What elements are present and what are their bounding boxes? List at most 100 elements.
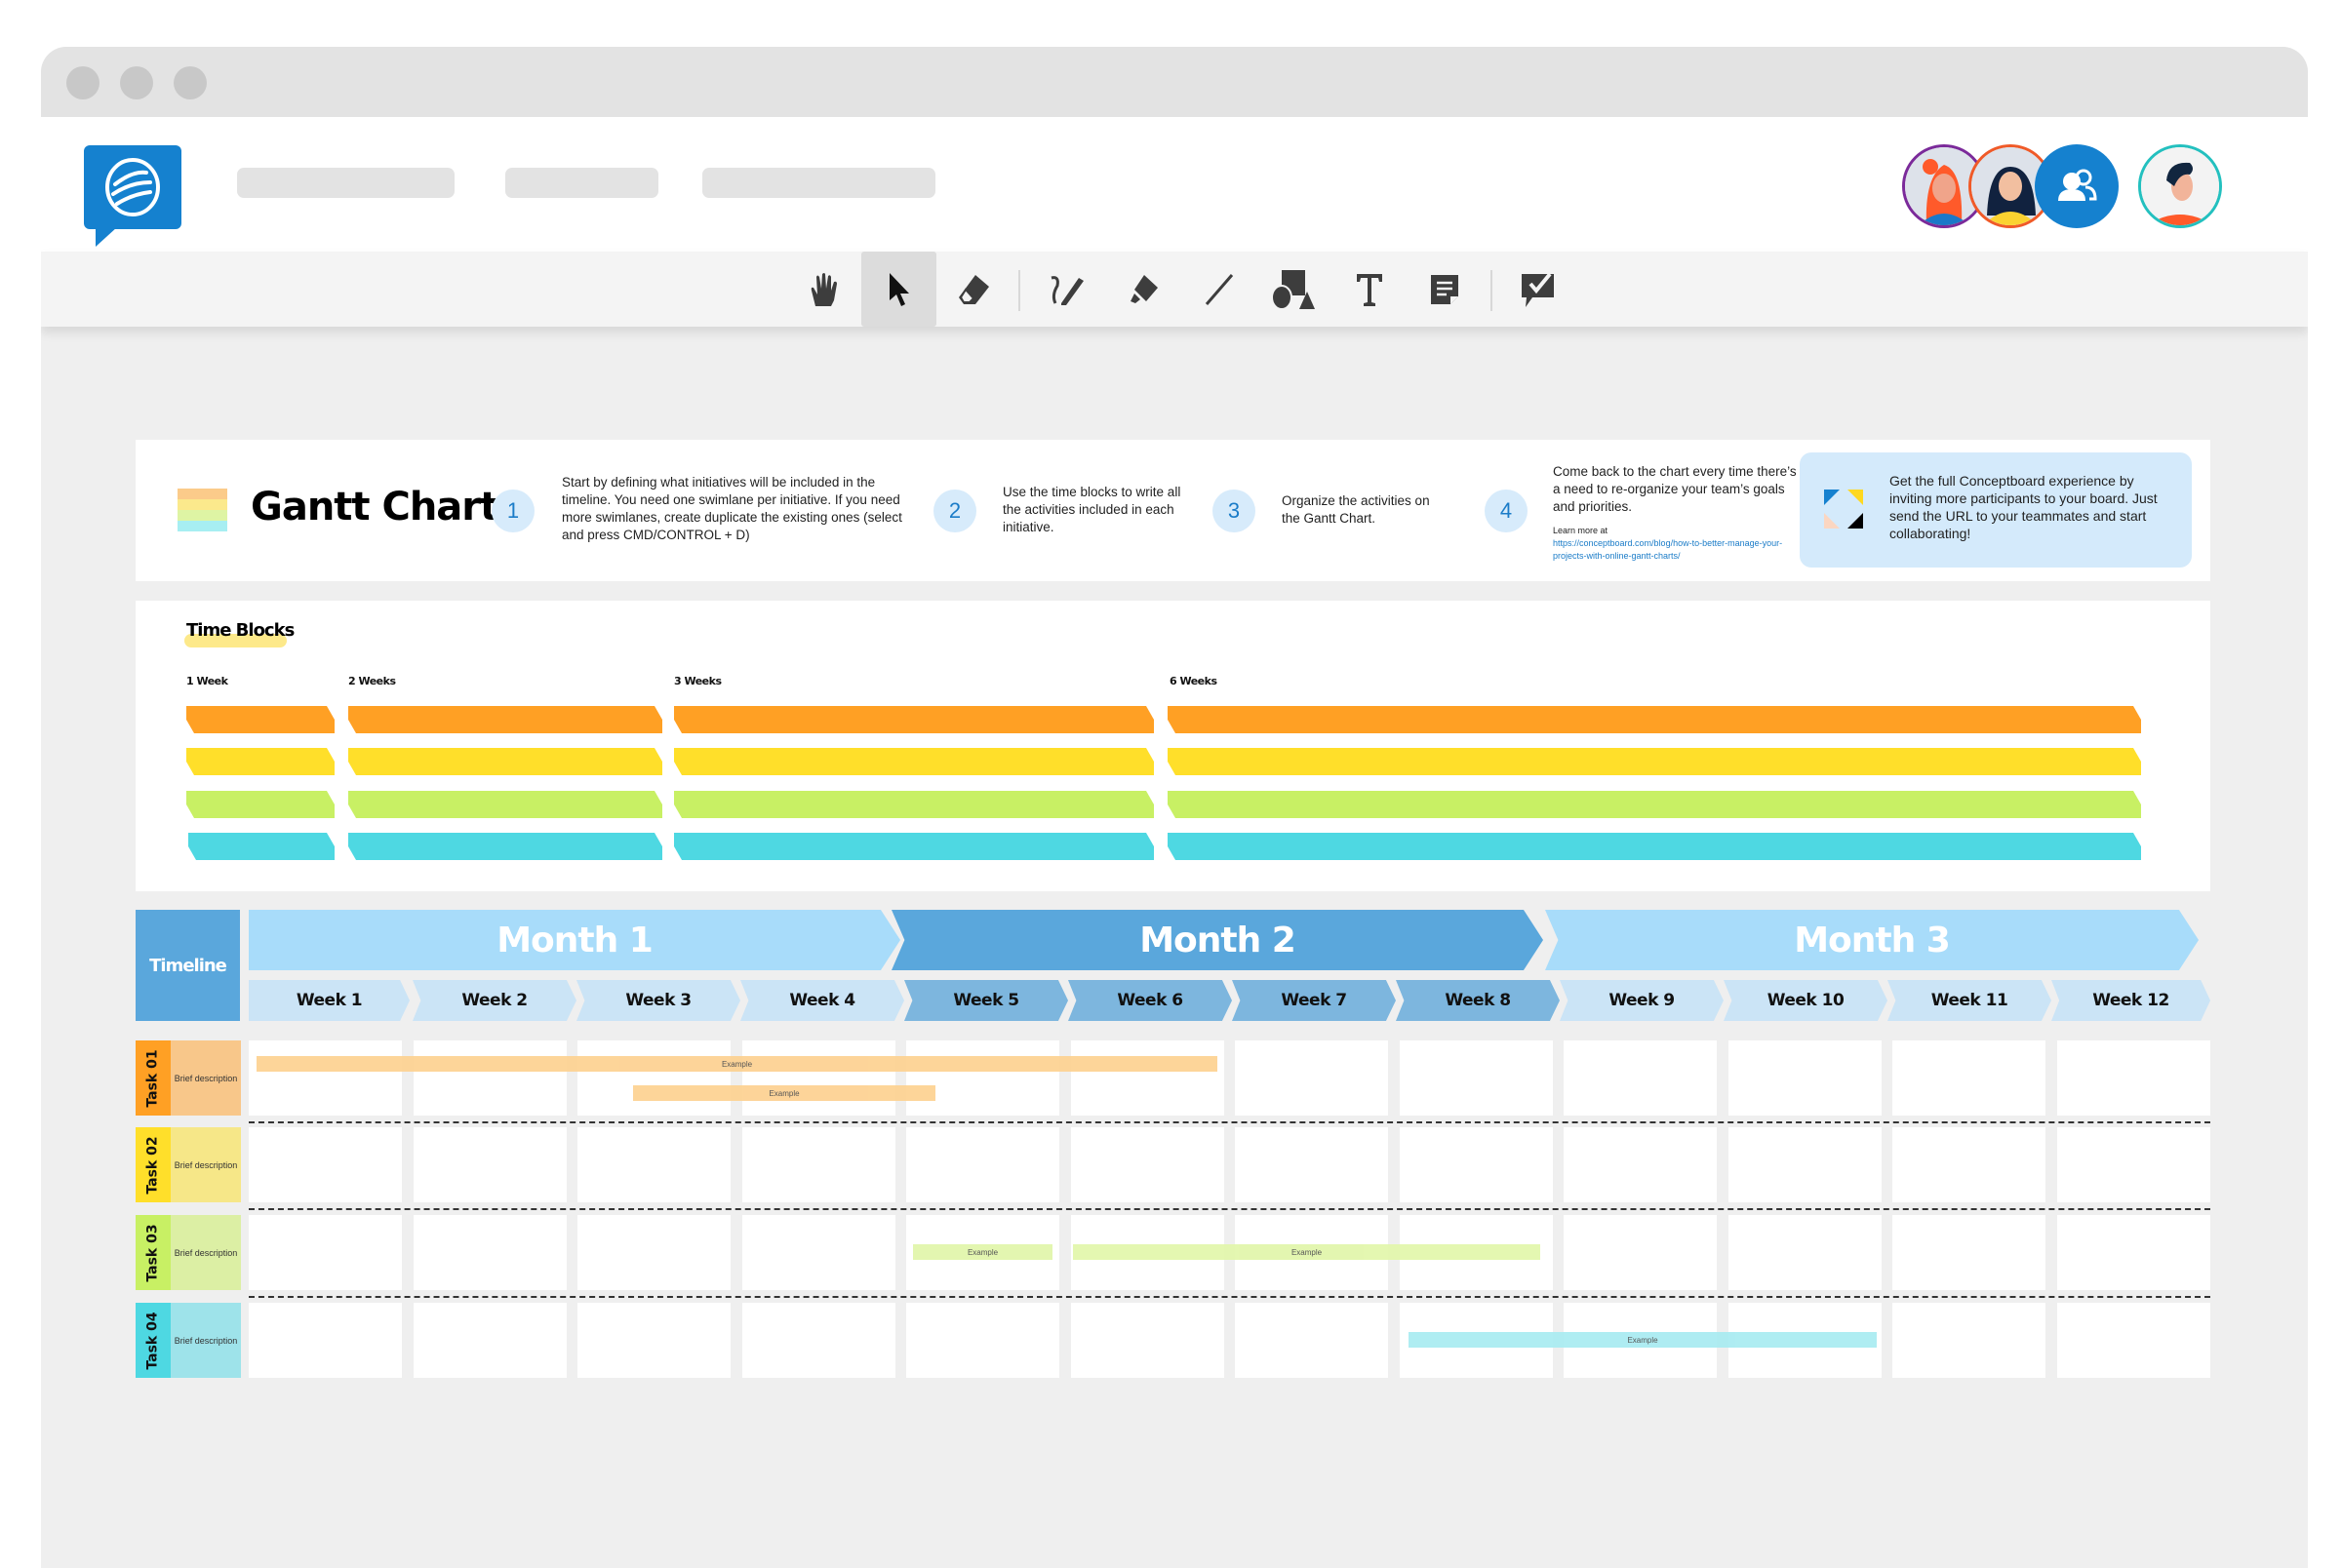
timeline-cell[interactable] [1727, 1127, 1882, 1202]
timeline-cell[interactable] [741, 1127, 895, 1202]
task-name-tag[interactable]: Task 03 [136, 1215, 171, 1290]
tool-line[interactable] [1181, 252, 1256, 327]
window-maximize-button[interactable] [174, 66, 207, 99]
timeline-cell[interactable] [1892, 1303, 2045, 1378]
timeline-cell[interactable] [1235, 1303, 1388, 1378]
task-description[interactable]: Brief description [171, 1303, 241, 1378]
tool-select[interactable] [861, 252, 936, 327]
current-user-avatar[interactable] [2138, 144, 2222, 228]
nav-placeholder-2[interactable] [505, 168, 658, 198]
nav-placeholder-3[interactable] [702, 168, 935, 198]
timeline-cell[interactable] [1564, 1127, 1717, 1202]
task-description[interactable]: Brief description [171, 1127, 241, 1202]
tool-hand[interactable] [786, 252, 861, 327]
timeline-cell[interactable] [1070, 1127, 1224, 1202]
timeline-cell[interactable] [577, 1215, 731, 1290]
timeline-cell[interactable] [577, 1127, 731, 1202]
timeline-cell[interactable] [577, 1303, 731, 1378]
timeline-cell[interactable] [1235, 1040, 1388, 1116]
time-block-6-weeks-yellow[interactable] [1168, 748, 2141, 775]
learn-more-link[interactable]: https://conceptboard.com/blog/how-to-bet… [1553, 538, 1783, 561]
tool-eraser[interactable] [936, 252, 1012, 327]
time-block-1-week-orange[interactable] [186, 706, 335, 733]
timeline-cell[interactable] [249, 1127, 402, 1202]
window-minimize-button[interactable] [120, 66, 153, 99]
title-highlight [184, 634, 287, 647]
task-name-tag[interactable]: Task 02 [136, 1127, 171, 1202]
task-bar[interactable]: Example [1073, 1244, 1540, 1260]
timeline-cell[interactable] [1892, 1040, 2045, 1116]
participants-group-button[interactable] [2035, 144, 2119, 228]
task-bar[interactable]: Example [257, 1056, 1217, 1072]
week-header: Week 2 [413, 980, 576, 1021]
title-bar [41, 47, 2308, 117]
user-avatar-icon [1905, 147, 1983, 225]
tool-shapes[interactable] [1256, 252, 1331, 327]
duration-label: 2 Weeks [348, 675, 396, 687]
window-close-button[interactable] [66, 66, 99, 99]
time-block-6-weeks-cyan[interactable] [1168, 833, 2141, 860]
tool-sticky-note[interactable] [1407, 252, 1482, 327]
timeline-cell[interactable] [1235, 1127, 1388, 1202]
month-header-2: Month 2 [892, 910, 1543, 970]
timeline-cell[interactable] [1070, 1303, 1224, 1378]
time-block-2-weeks-cyan[interactable] [348, 833, 662, 860]
task-bar[interactable]: Example [913, 1244, 1052, 1260]
task-bar[interactable]: Example [633, 1085, 935, 1101]
timeline-cell[interactable] [413, 1127, 567, 1202]
task-description[interactable]: Brief description [171, 1040, 241, 1116]
tool-pen[interactable] [1030, 252, 1105, 327]
time-block-1-week-yellow[interactable] [186, 748, 335, 775]
time-block-3-weeks-orange[interactable] [674, 706, 1154, 733]
time-block-2-weeks-orange[interactable] [348, 706, 662, 733]
timeline-cell[interactable] [413, 1040, 567, 1116]
highlighter-icon [1130, 274, 1158, 303]
timeline-cell[interactable] [413, 1215, 567, 1290]
time-block-3-weeks-yellow[interactable] [674, 748, 1154, 775]
time-block-3-weeks-green[interactable] [674, 791, 1154, 818]
nav-placeholder-1[interactable] [237, 168, 455, 198]
week-header: Week 12 [2051, 980, 2210, 1021]
timeline-cell[interactable] [1892, 1215, 2045, 1290]
time-block-6-weeks-orange[interactable] [1168, 706, 2141, 733]
timeline-cell[interactable] [249, 1215, 402, 1290]
task-description[interactable]: Brief description [171, 1215, 241, 1290]
conceptboard-logo-icon[interactable] [84, 145, 181, 247]
task-name-tag[interactable]: Task 01 [136, 1040, 171, 1116]
timeline-cell[interactable] [1564, 1215, 1717, 1290]
timeline-cell[interactable] [2056, 1303, 2210, 1378]
timeline-cell[interactable] [577, 1040, 731, 1116]
time-block-6-weeks-green[interactable] [1168, 791, 2141, 818]
timeline-cell[interactable] [1892, 1127, 2045, 1202]
timeline-cell[interactable] [741, 1303, 895, 1378]
time-block-1-week-cyan[interactable] [188, 833, 335, 860]
timeline-cell[interactable] [2056, 1215, 2210, 1290]
time-block-2-weeks-yellow[interactable] [348, 748, 662, 775]
timeline-cell[interactable] [1399, 1040, 1553, 1116]
app-header [41, 117, 2308, 252]
timeline-cell[interactable] [1564, 1040, 1717, 1116]
timeline-cell[interactable] [906, 1040, 1059, 1116]
tool-highlighter[interactable] [1106, 252, 1181, 327]
timeline-cell[interactable] [1727, 1215, 1882, 1290]
timeline-cell[interactable] [906, 1127, 1059, 1202]
time-block-1-week-green[interactable] [186, 791, 335, 818]
timeline-cell[interactable] [413, 1303, 567, 1378]
task-bar[interactable]: Example [1409, 1332, 1877, 1348]
task-name-tag[interactable]: Task 04 [136, 1303, 171, 1378]
timeline-cell[interactable] [249, 1303, 402, 1378]
tool-text[interactable] [1331, 252, 1407, 327]
timeline-cell[interactable] [741, 1040, 895, 1116]
avatar[interactable] [1902, 144, 1986, 228]
time-block-3-weeks-cyan[interactable] [674, 833, 1154, 860]
timeline-cell[interactable] [906, 1303, 1059, 1378]
timeline-cell[interactable] [1399, 1127, 1553, 1202]
tool-review[interactable] [1500, 252, 1575, 327]
time-block-2-weeks-green[interactable] [348, 791, 662, 818]
timeline-cell[interactable] [1727, 1040, 1882, 1116]
timeline-cell[interactable] [249, 1040, 402, 1116]
timeline-cell[interactable] [2056, 1127, 2210, 1202]
timeline-cell[interactable] [741, 1215, 895, 1290]
timeline-cell[interactable] [1070, 1040, 1224, 1116]
timeline-cell[interactable] [2056, 1040, 2210, 1116]
